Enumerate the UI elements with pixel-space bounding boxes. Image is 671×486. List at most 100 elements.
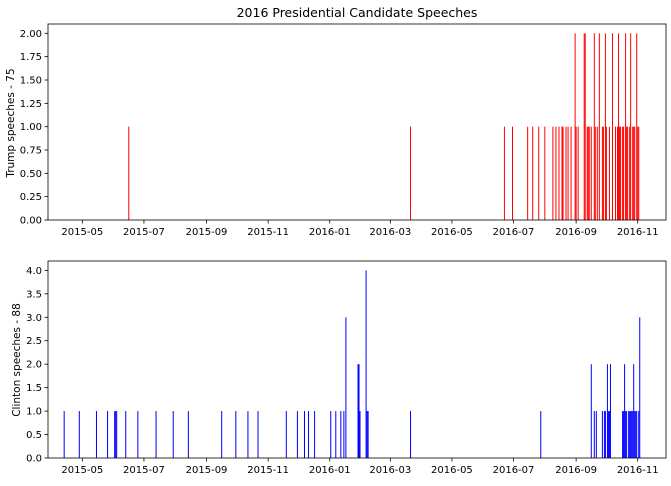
clinton-bar bbox=[593, 411, 595, 458]
clinton-bar bbox=[314, 411, 316, 458]
trump-bar bbox=[637, 126, 639, 220]
trump-bar bbox=[617, 126, 619, 220]
clinton-y-tick-label: 1.0 bbox=[26, 407, 42, 418]
trump-bar bbox=[615, 126, 617, 220]
clinton-bar bbox=[606, 364, 608, 458]
clinton-bar bbox=[603, 411, 605, 458]
clinton-bar bbox=[609, 364, 611, 458]
trump-x-tick-label: 2016-09 bbox=[555, 227, 597, 238]
trump-bar bbox=[632, 126, 634, 220]
chart-title: 2016 Presidential Candidate Speeches bbox=[237, 5, 478, 20]
clinton-bar bbox=[172, 411, 174, 458]
trump-bar bbox=[619, 126, 621, 220]
trump-x-tick-label: 2016-01 bbox=[309, 227, 351, 238]
clinton-bar bbox=[595, 411, 597, 458]
clinton-x-tick-label: 2015-07 bbox=[123, 465, 165, 476]
clinton-x-tick-label: 2016-11 bbox=[617, 465, 659, 476]
clinton-x-tick-label: 2016-03 bbox=[369, 465, 411, 476]
trump-bar bbox=[620, 126, 622, 220]
trump-bar bbox=[594, 126, 596, 220]
trump-bar bbox=[538, 126, 540, 220]
trump-bar bbox=[596, 126, 598, 220]
clinton-bar bbox=[624, 364, 626, 458]
trump-bar bbox=[527, 126, 529, 220]
trump-panel: 0.00 0.25 0.50 0.75 1.00 1.25 1.50 1.75 2.00 2015… bbox=[20, 23, 667, 238]
clinton-bar bbox=[155, 411, 157, 458]
trump-bar bbox=[636, 33, 638, 220]
trump-bar bbox=[586, 126, 588, 220]
trump-y-tick-label: 0.25 bbox=[20, 192, 42, 203]
clinton-bar bbox=[635, 411, 637, 458]
trump-x-tick-label: 2015-09 bbox=[186, 227, 228, 238]
trump-bar bbox=[565, 126, 567, 220]
trump-bar bbox=[587, 126, 589, 220]
clinton-bar bbox=[359, 411, 361, 458]
clinton-bar bbox=[607, 411, 609, 458]
clinton-bar bbox=[235, 411, 237, 458]
clinton-bar bbox=[639, 317, 641, 458]
clinton-x-tick-label: 2016-09 bbox=[555, 465, 597, 476]
trump-y-tick-label: 2.00 bbox=[20, 29, 42, 40]
trump-bar bbox=[626, 126, 628, 220]
clinton-x-tick-label: 2016-01 bbox=[309, 465, 351, 476]
trump-y-tick-label: 1.75 bbox=[20, 52, 42, 63]
clinton-x-tick-label: 2016-07 bbox=[493, 465, 535, 476]
trump-y-tick-label: 1.50 bbox=[20, 76, 42, 87]
trump-bar bbox=[588, 126, 590, 220]
trump-y-tick-label: 1.00 bbox=[20, 122, 42, 133]
trump-bar bbox=[611, 33, 613, 220]
clinton-bar bbox=[285, 411, 287, 458]
trump-bar bbox=[602, 126, 604, 220]
trump-bar bbox=[575, 126, 577, 220]
trump-x-tick-label: 2016-03 bbox=[369, 227, 411, 238]
trump-bar bbox=[630, 33, 632, 220]
clinton-bar bbox=[137, 411, 139, 458]
clinton-x-tick-label: 2015-05 bbox=[61, 465, 103, 476]
trump-bar bbox=[567, 126, 569, 220]
trump-bar bbox=[570, 126, 572, 220]
clinton-bar bbox=[630, 411, 632, 458]
clinton-bar bbox=[330, 411, 332, 458]
clinton-bar bbox=[116, 411, 118, 458]
trump-bar bbox=[618, 33, 620, 220]
clinton-bar bbox=[303, 411, 305, 458]
trump-bar bbox=[608, 126, 610, 220]
clinton-y-tick-label: 3.0 bbox=[26, 313, 42, 324]
clinton-bar bbox=[335, 411, 337, 458]
trump-bar bbox=[583, 33, 585, 220]
clinton-bar bbox=[623, 411, 625, 458]
clinton-bar bbox=[628, 411, 630, 458]
clinton-y-axis-label: Clinton speeches - 88 bbox=[11, 303, 23, 417]
clinton-bar bbox=[340, 411, 342, 458]
clinton-bar bbox=[247, 411, 249, 458]
clinton-bar bbox=[78, 411, 80, 458]
clinton-bar bbox=[622, 411, 624, 458]
trump-y-tick-label: 0.50 bbox=[20, 169, 42, 180]
clinton-bar bbox=[308, 411, 310, 458]
clinton-bar bbox=[115, 411, 117, 458]
clinton-y-tick-label: 3.5 bbox=[26, 289, 42, 300]
clinton-bar bbox=[604, 411, 606, 458]
clinton-bar bbox=[257, 411, 259, 458]
clinton-bar bbox=[636, 411, 638, 458]
clinton-bar bbox=[540, 411, 542, 458]
trump-x-tick-label: 2016-05 bbox=[431, 227, 473, 238]
trump-y-axis-label: Trump speeches - 75 bbox=[5, 68, 17, 178]
clinton-bar bbox=[357, 364, 359, 458]
trump-bar bbox=[601, 126, 603, 220]
trump-axes-frame bbox=[47, 23, 667, 221]
clinton-bar bbox=[125, 411, 127, 458]
trump-bar bbox=[512, 126, 514, 220]
clinton-bar bbox=[638, 411, 640, 458]
trump-y-tick-label: 1.25 bbox=[20, 99, 42, 110]
trump-bar bbox=[562, 126, 564, 220]
trump-bar bbox=[625, 33, 627, 220]
clinton-x-tick-label: 2015-09 bbox=[186, 465, 228, 476]
clinton-y-tick-label: 0.5 bbox=[26, 430, 42, 441]
trump-bar bbox=[627, 126, 629, 220]
clinton-bar bbox=[367, 411, 369, 458]
trump-bar bbox=[503, 126, 505, 220]
clinton-bar bbox=[626, 411, 628, 458]
